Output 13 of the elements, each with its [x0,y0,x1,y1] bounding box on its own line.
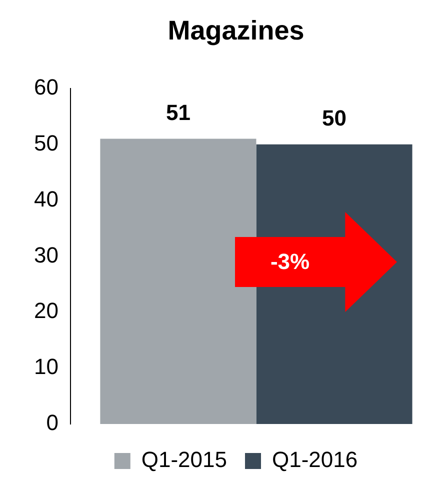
legend-label: Q1-2016 [272,447,358,472]
data-label: 51 [166,100,190,125]
legend-label: Q1-2015 [141,447,228,472]
y-tick-label: 40 [34,186,58,212]
y-tick-label: 60 [34,74,58,100]
y-tick-label: 30 [34,242,58,268]
y-tick-label: 0 [46,410,58,436]
annotation: -3% [269,249,311,275]
y-tick-label: 20 [34,298,58,324]
chart-title: Magazines [168,16,304,46]
data-label: 50 [322,105,346,130]
y-tick-label: 10 [34,354,58,380]
y-tick-label: 50 [34,130,58,156]
